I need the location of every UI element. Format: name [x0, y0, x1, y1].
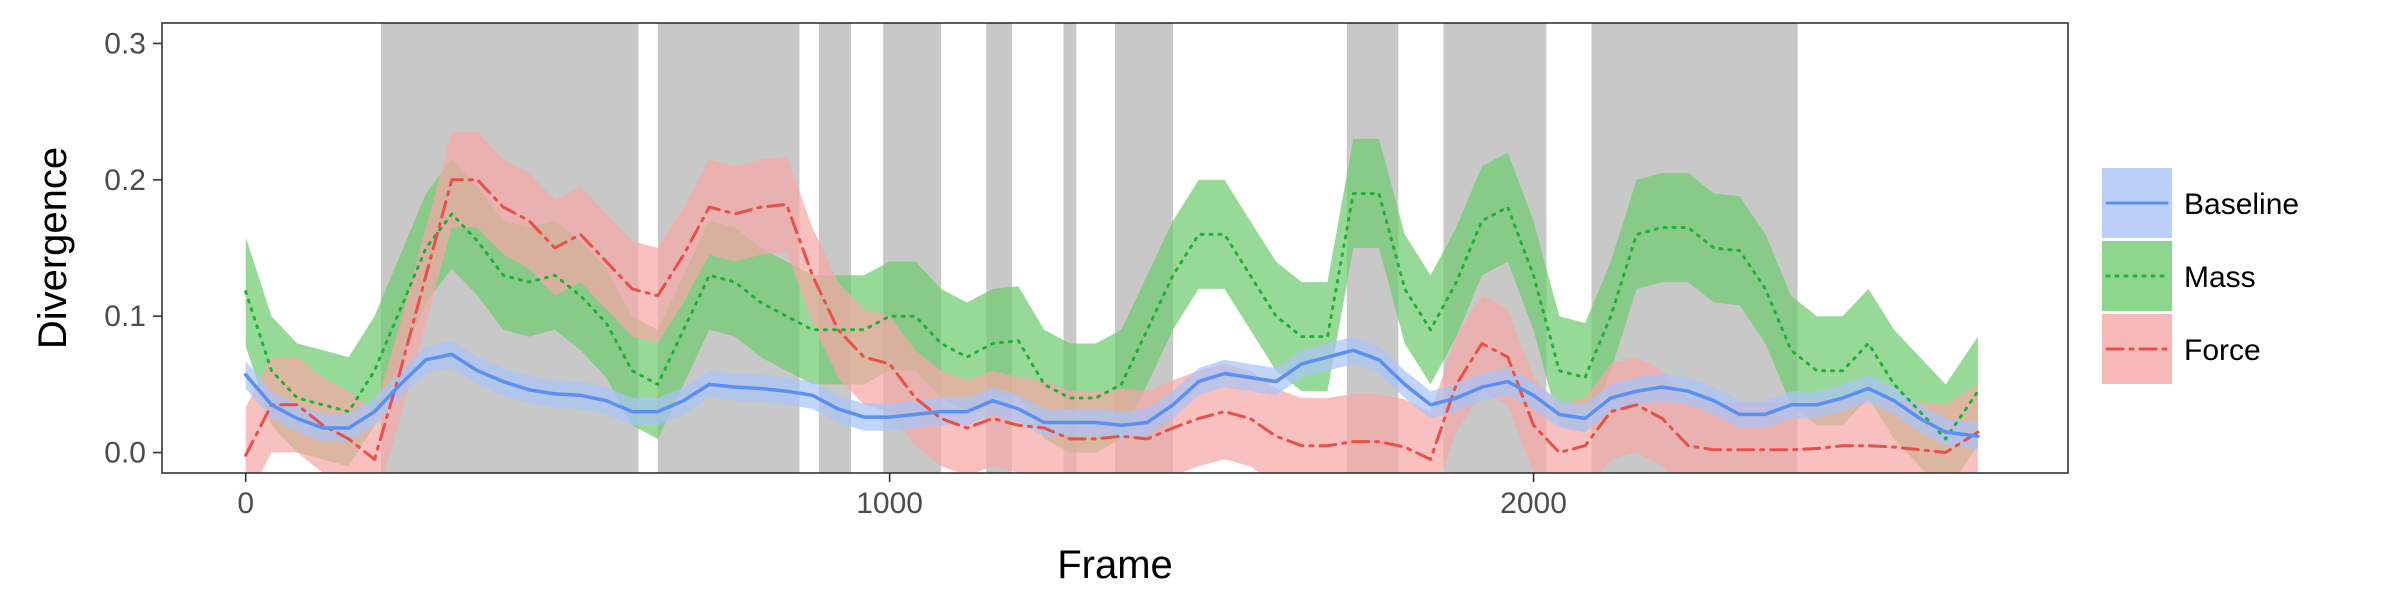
series-lines — [243, 178, 1980, 461]
legend-label-baseline: Baseline — [2184, 188, 2299, 221]
legend: Baseline Mass Force — [2102, 168, 2299, 384]
y-axis-title: Divergence — [31, 147, 75, 349]
x-tick-label: 0 — [237, 487, 254, 520]
line-baseline — [243, 348, 1980, 438]
y-tick-label: 0.3 — [104, 27, 146, 60]
y-tick-label: 0.2 — [104, 164, 146, 197]
line-mass — [244, 192, 1980, 441]
y-tick-label: 0.0 — [104, 437, 146, 470]
x-tick-label: 1000 — [856, 487, 923, 520]
axes: 0 1000 2000 0.0 0.1 0.2 0.3 — [104, 27, 1567, 520]
legend-label-mass: Mass — [2184, 261, 2256, 294]
plot-frame — [161, 22, 2069, 474]
x-tick-label: 2000 — [1500, 487, 1567, 520]
y-tick-label: 0.1 — [104, 300, 146, 333]
x-axis-title: Frame — [1057, 543, 1173, 587]
line-force — [244, 178, 1980, 461]
band-force — [245, 132, 1978, 473]
legend-label-force: Force — [2184, 334, 2261, 367]
